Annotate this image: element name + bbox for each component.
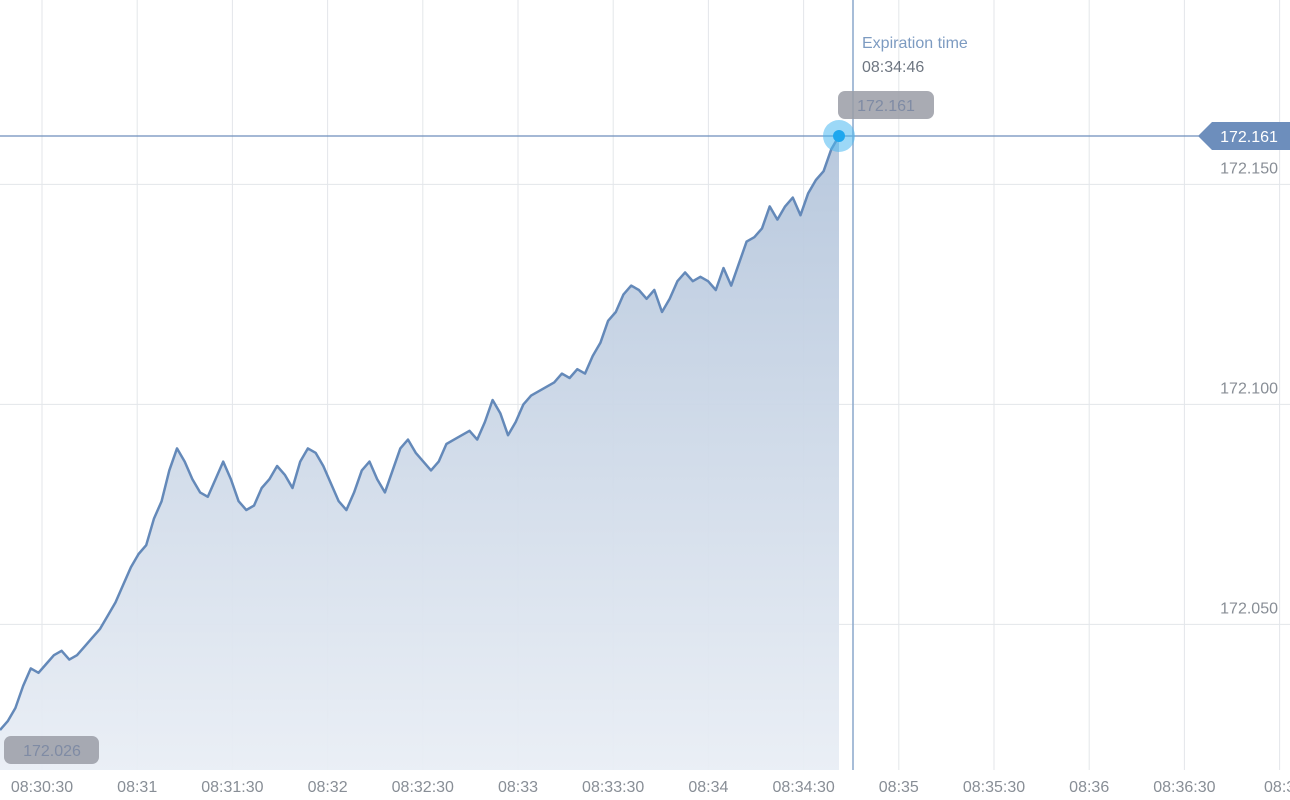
expiration-title: Expiration time: [862, 35, 968, 52]
x-tick-label: 08:33: [498, 779, 538, 796]
x-tick-label: 08:32: [308, 779, 348, 796]
low-price-bubble: 172.026: [4, 736, 99, 764]
x-tick-label: 08:34:30: [772, 779, 834, 796]
vertical-gridlines: [41, 0, 1281, 770]
current-point-label: 172.161: [857, 98, 915, 115]
current-point-marker[interactable]: [833, 130, 845, 142]
current-point-bubble: 172.161: [838, 91, 934, 119]
x-tick-label: 08:32:30: [392, 779, 454, 796]
x-tick-label: 08:31: [117, 779, 157, 796]
x-axis-labels: 08:30:30 08:31 08:31:30 08:32 08:32:30 08:33 0…: [11, 779, 1290, 796]
current-price-tag-label: 172.161: [1220, 129, 1278, 146]
low-price-label: 172.026: [23, 743, 81, 760]
current-price-tag: 172.161: [1198, 122, 1290, 150]
x-tick-label: 08:36: [1069, 779, 1109, 796]
y-tick-label: 172.150: [1220, 160, 1278, 177]
x-tick-label: 08:35: [879, 779, 919, 796]
x-tick-label: 08:34: [688, 779, 728, 796]
x-tick-label: 08:31:30: [201, 779, 263, 796]
expiration-time: 08:34:46: [862, 59, 924, 76]
price-area-fill: [0, 136, 839, 770]
y-tick-label: 172.050: [1220, 600, 1278, 617]
price-line: [0, 135, 841, 731]
x-tick-label: 08:30:30: [11, 779, 73, 796]
x-tick-label: 08:35:30: [963, 779, 1025, 796]
x-tick-label: 08:33:30: [582, 779, 644, 796]
y-tick-label: 172.100: [1220, 380, 1278, 397]
y-axis-labels: 172.150 172.100 172.050: [1220, 160, 1278, 617]
x-tick-label: 08:36:30: [1153, 779, 1215, 796]
x-tick-label: 08:3: [1264, 779, 1290, 796]
